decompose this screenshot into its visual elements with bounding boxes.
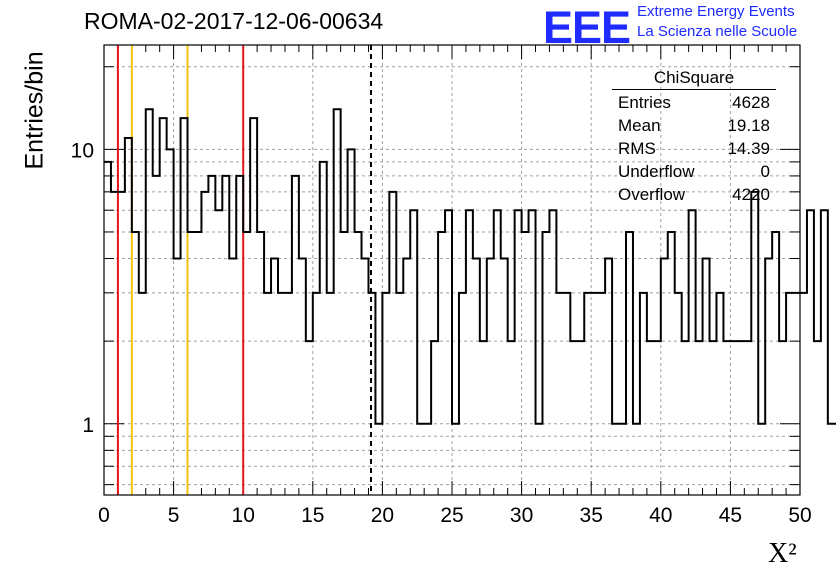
x-tick-label: 5 xyxy=(168,504,180,527)
stats-row-overflow: Overflow 4220 xyxy=(612,183,776,206)
x-tick-label: 30 xyxy=(510,504,533,527)
stats-label: Mean xyxy=(618,116,661,135)
stats-label: Underflow xyxy=(618,162,695,181)
stats-row-rms: RMS 14.39 xyxy=(612,137,776,160)
x-tick-labels: 0 5 10 15 20 25 30 35 40 45 50 xyxy=(98,504,812,527)
x-axis-label: X² xyxy=(768,538,797,569)
x-tick-label: 0 xyxy=(98,504,110,527)
x-tick-label: 15 xyxy=(301,504,324,527)
stats-value: 4220 xyxy=(732,185,770,204)
stats-box: ChiSquare Entries 4628 Mean 19.18 RMS 14… xyxy=(612,68,776,206)
stats-title: ChiSquare xyxy=(612,68,776,90)
stats-value: 0 xyxy=(760,162,770,181)
x-tick-label: 40 xyxy=(649,504,672,527)
stats-label: Entries xyxy=(618,93,671,112)
logo-line-2: La Scienza nelle Scuole xyxy=(637,23,798,40)
logo-line-1: Extreme Energy Events xyxy=(637,3,795,20)
stats-label: RMS xyxy=(618,139,656,158)
y-axis-label: Entries/bin xyxy=(20,51,49,170)
stats-value: 19.18 xyxy=(727,116,770,135)
axis-ticks xyxy=(103,45,801,495)
y-tick-labels: 1 10 xyxy=(71,139,94,436)
stats-label: Overflow xyxy=(618,185,686,204)
y-tick-label: 10 xyxy=(71,139,94,162)
x-tick-label: 50 xyxy=(788,504,811,527)
stats-row-underflow: Underflow 0 xyxy=(612,160,776,183)
chart-title: ROMA-02-2017-12-06-00634 xyxy=(84,8,384,34)
x-tick-label: 35 xyxy=(580,504,603,527)
stats-row-mean: Mean 19.18 xyxy=(612,114,776,137)
x-tick-label: 45 xyxy=(719,504,742,527)
x-tick-label: 25 xyxy=(440,504,463,527)
stats-row-entries: Entries 4628 xyxy=(612,91,776,114)
histogram-series xyxy=(104,108,836,425)
x-tick-label: 20 xyxy=(371,504,394,527)
stats-value: 4628 xyxy=(732,93,770,112)
plot-frame xyxy=(103,44,801,496)
x-tick-label: 10 xyxy=(232,504,255,527)
y-tick-label: 1 xyxy=(82,414,94,437)
stats-value: 14.39 xyxy=(727,139,770,158)
